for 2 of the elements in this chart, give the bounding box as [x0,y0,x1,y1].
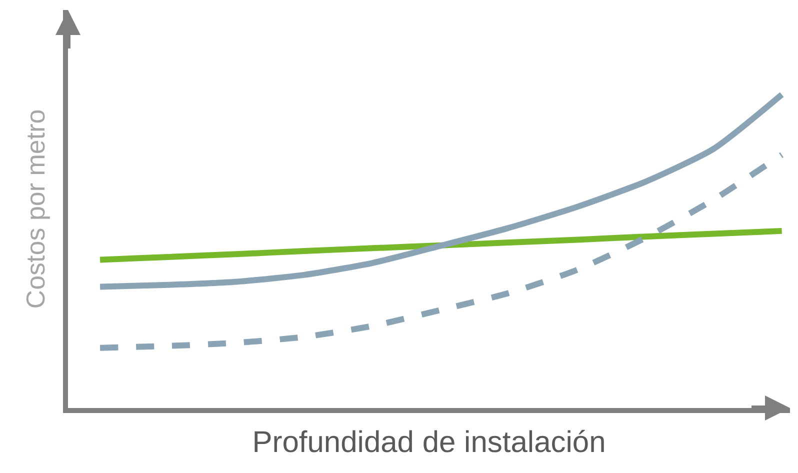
x-axis-title: Profundidad de instalación [252,426,606,459]
y-axis-title: Costos por metro [20,109,50,309]
